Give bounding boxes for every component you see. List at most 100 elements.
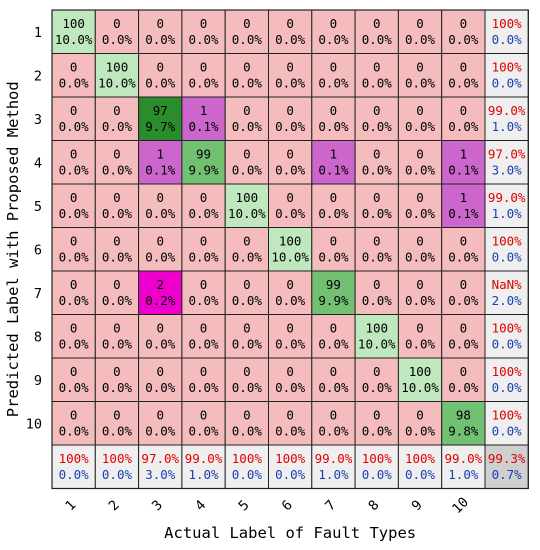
row-summary-error: 0.0%	[492, 337, 523, 352]
cell-count: 0	[460, 60, 468, 75]
matrix-cell	[354, 401, 399, 446]
cell-count: 0	[330, 364, 338, 379]
col-summary-correct: 100%	[275, 451, 306, 466]
cell-count: 0	[416, 321, 424, 336]
row-summary-correct: 100%	[492, 234, 523, 249]
matrix-cell	[397, 357, 443, 402]
matrix-cell	[181, 314, 226, 359]
overall-error: 0.7%	[492, 467, 523, 482]
row-tick-label: 6	[34, 242, 42, 258]
cell-percent: 0.0%	[405, 32, 436, 47]
matrix-cell	[138, 183, 183, 228]
cell-count: 0	[200, 60, 208, 75]
matrix-cell	[441, 140, 486, 185]
row-summary-cell	[484, 314, 529, 359]
matrix-cell	[94, 314, 140, 359]
cell-count: 100	[106, 60, 129, 75]
matrix-cell	[268, 183, 313, 228]
cell-percent: 0.0%	[275, 76, 306, 91]
cell-count: 0	[70, 321, 78, 336]
matrix-cell	[354, 357, 399, 402]
cell-count: 0	[70, 190, 78, 205]
cell-percent: 10.0%	[358, 337, 396, 352]
x-axis-title: Actual Label of Fault Types	[164, 524, 416, 542]
cell-count: 0	[286, 103, 294, 118]
cell-percent: 0.1%	[448, 163, 479, 178]
matrix-cell	[224, 183, 269, 228]
cell-count: 99	[326, 277, 341, 292]
cell-percent: 0.0%	[275, 293, 306, 308]
matrix-cell	[354, 270, 399, 315]
col-summary-correct: 99.0%	[315, 451, 353, 466]
cell-count: 0	[330, 234, 338, 249]
overall-accuracy: 99.3%	[488, 451, 526, 466]
col-summary-correct: 100%	[59, 451, 90, 466]
cell-percent: 0.0%	[102, 380, 133, 395]
matrix-cell	[397, 270, 443, 315]
matrix-cell	[268, 53, 313, 98]
matrix-frame	[51, 9, 529, 490]
row-summary-error: 0.0%	[492, 76, 523, 91]
cell-count: 0	[373, 60, 381, 75]
cell-percent: 0.0%	[102, 206, 133, 221]
cell-count: 1	[200, 103, 208, 118]
cell-count: 0	[330, 16, 338, 31]
matrix-cell	[94, 270, 140, 315]
cell-percent: 0.1%	[145, 163, 176, 178]
cell-count: 0	[243, 60, 251, 75]
col-tick-label: 2	[106, 497, 123, 514]
matrix-cell	[441, 53, 486, 98]
cell-percent: 0.0%	[405, 293, 436, 308]
cell-count: 0	[286, 364, 294, 379]
cell-count: 0	[113, 147, 121, 162]
cell-percent: 10.0%	[228, 206, 266, 221]
cell-percent: 0.0%	[145, 424, 176, 439]
matrix-cell	[268, 140, 313, 185]
cell-count: 0	[113, 321, 121, 336]
col-summary-cell	[94, 444, 140, 489]
row-tick-label: 1	[34, 25, 42, 41]
col-summary-error: 0.0%	[232, 467, 263, 482]
row-summary-cell	[484, 227, 529, 272]
matrix-cell	[51, 53, 96, 98]
matrix-cell	[397, 227, 443, 272]
matrix-cell	[441, 270, 486, 315]
row-summary-correct: 100%	[492, 408, 523, 423]
matrix-cell	[181, 140, 226, 185]
cell-count: 0	[330, 408, 338, 423]
cell-percent: 9.9%	[188, 163, 219, 178]
cell-percent: 0.0%	[232, 163, 263, 178]
cell-count: 0	[416, 60, 424, 75]
matrix-cell	[268, 314, 313, 359]
matrix-cell	[94, 9, 140, 54]
matrix-cell	[51, 9, 96, 54]
cell-count: 0	[416, 408, 424, 423]
cell-percent: 0.0%	[59, 206, 90, 221]
matrix-cell	[51, 314, 96, 359]
row-summary-cell	[484, 183, 529, 228]
cell-count: 0	[373, 277, 381, 292]
cell-percent: 0.0%	[188, 206, 219, 221]
matrix-cell	[268, 401, 313, 446]
cell-percent: 0.0%	[188, 293, 219, 308]
cell-count: 0	[70, 60, 78, 75]
matrix-cell	[397, 183, 443, 228]
cell-count: 0	[113, 408, 121, 423]
row-tick-label: 10	[26, 416, 42, 432]
cell-percent: 0.0%	[405, 250, 436, 265]
row-summary-error: 0.0%	[492, 380, 523, 395]
row-tick-label: 3	[34, 112, 42, 128]
cell-count: 0	[416, 16, 424, 31]
cell-percent: 0.0%	[405, 424, 436, 439]
cell-count: 100	[236, 190, 259, 205]
cell-percent: 10.0%	[98, 76, 136, 91]
cell-count: 0	[200, 234, 208, 249]
cell-percent: 0.0%	[232, 32, 263, 47]
cell-percent: 0.0%	[448, 76, 479, 91]
col-summary-correct: 99.0%	[445, 451, 483, 466]
cell-percent: 0.0%	[318, 32, 349, 47]
row-summary-error: 1.0%	[492, 119, 523, 134]
cell-percent: 0.0%	[102, 163, 133, 178]
cell-count: 0	[286, 147, 294, 162]
cell-count: 0	[286, 321, 294, 336]
